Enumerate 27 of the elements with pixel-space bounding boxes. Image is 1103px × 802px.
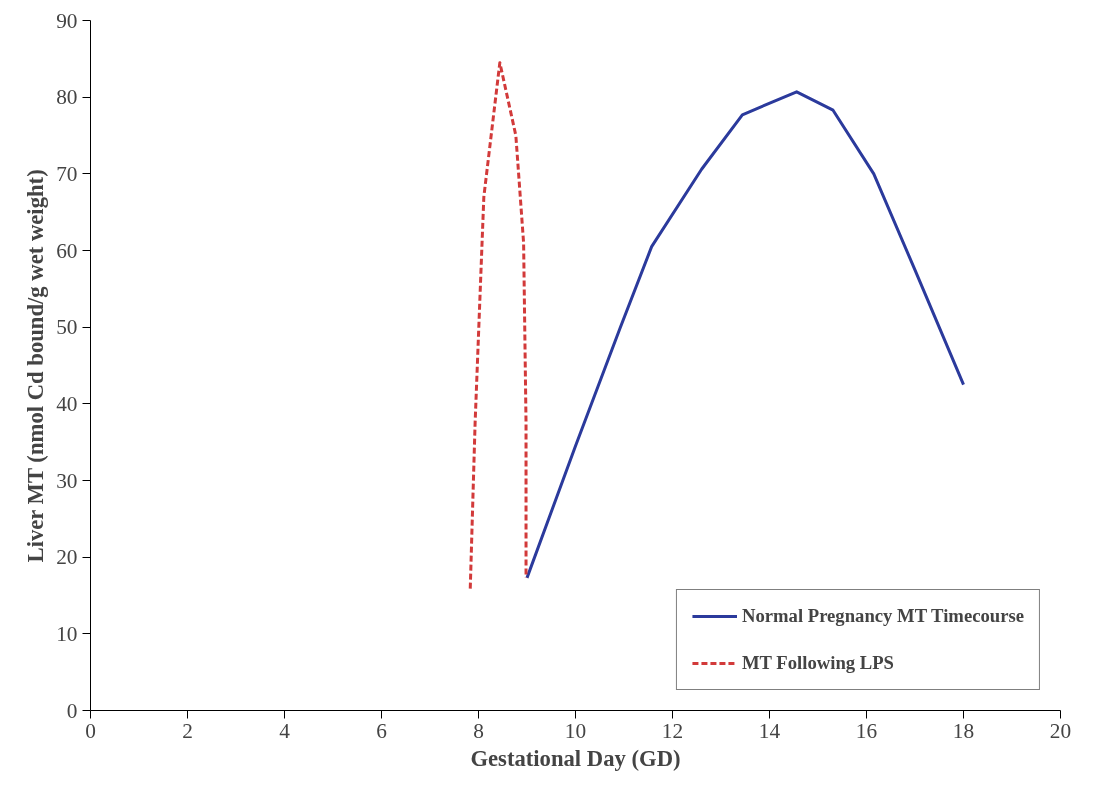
y-tick-label: 40 [56,391,78,416]
x-axis-title: Gestational Day (GD) [470,745,681,771]
y-tick-label: 0 [66,698,78,723]
x-tick-label: 6 [376,718,388,743]
x-tick-label: 2 [182,718,193,743]
y-tick-label: 10 [56,621,78,646]
line-series [468,61,528,591]
y-tick-label: 80 [56,85,78,110]
legend-label: Normal Pregnancy MT Timecourse [741,605,1024,627]
x-tick-label: 12 [661,718,684,743]
x-tick-label: 14 [758,718,781,743]
x-tick-label: 8 [473,718,484,743]
y-tick-label: 60 [56,238,78,263]
line-series [525,90,965,580]
legend-label: MT Following LPS [741,652,894,674]
x-tick-label: 4 [279,718,291,743]
y-tick-label: 20 [56,545,78,570]
x-tick-label: 16 [855,718,878,743]
y-tick-label: 50 [56,315,78,340]
x-tick-label: 10 [564,718,587,743]
y-tick-label: 30 [56,468,78,493]
y-tick-label: 70 [56,161,78,186]
y-tick-label: 90 [56,8,78,33]
y-axis-title: Liver MT (nmol Cd bound/g wet weight) [23,169,49,563]
x-tick-label: 0 [85,718,96,743]
x-tick-label: 20 [1049,718,1072,743]
x-tick-label: 18 [952,718,975,743]
